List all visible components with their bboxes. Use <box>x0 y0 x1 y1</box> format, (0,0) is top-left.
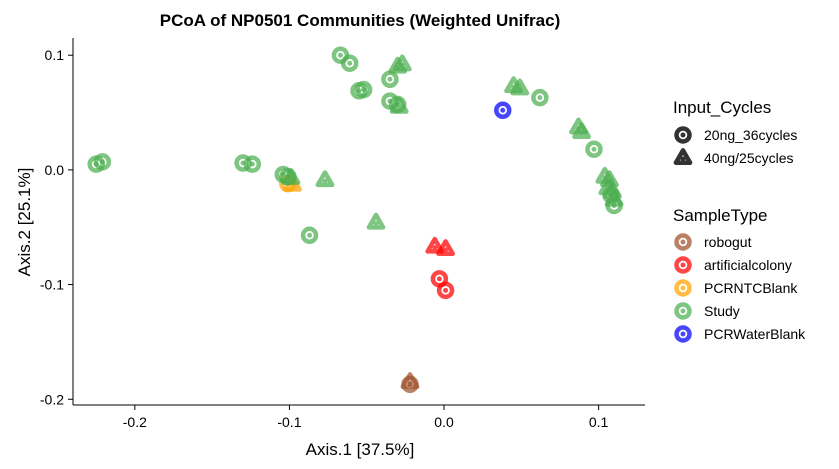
shape-legend-title: Input_Cycles <box>673 98 771 117</box>
x-tick-label: 0.1 <box>589 414 609 430</box>
y-tick-label: -0.1 <box>40 277 64 293</box>
x-axis-title: Axis.1 [37.5%] <box>306 440 415 459</box>
plot-area: -0.2 -0.1 0.0 0.1 -0.2 -0.1 0.0 0.1 <box>40 38 645 430</box>
color-legend-items: robogut artificialcolony PCRNTCBlank Study P… <box>674 233 806 343</box>
data-point-artificialcolony-triangle <box>425 236 445 254</box>
data-point-study-triangle <box>366 212 386 230</box>
color-legend-label: artificialcolony <box>704 257 792 273</box>
color-legend-key <box>674 233 692 251</box>
data-point-study-triangle <box>315 170 335 188</box>
x-tick-label: 0.0 <box>434 414 454 430</box>
data-point-study-triangle <box>572 122 592 139</box>
shape-legend-items: 20ng_36cycles 40ng/25cycles <box>673 126 797 166</box>
data-point-study-circle <box>93 153 112 171</box>
data-point-study-circle <box>531 88 549 107</box>
data-point-artificialcolony-triangle <box>436 239 455 256</box>
data-point-study-circle <box>340 54 359 72</box>
color-legend-key <box>674 279 692 297</box>
x-tick-label: -0.1 <box>277 414 301 430</box>
data-point-robogut-triangle <box>400 372 420 390</box>
data-point-study-triangle <box>389 96 409 114</box>
color-legend-label: PCRNTCBlank <box>704 280 798 296</box>
points-layer <box>87 46 624 394</box>
color-legend-title: SampleType <box>673 206 768 225</box>
data-point-study-triangle <box>281 168 301 185</box>
data-point-study-circle <box>585 140 603 158</box>
color-legend-label: robogut <box>704 234 752 250</box>
color-legend-key <box>674 325 692 343</box>
data-point-study-triangle <box>392 54 412 72</box>
data-point-study-circle <box>381 70 399 89</box>
y-ticks: -0.2 -0.1 0.0 0.1 <box>40 47 73 407</box>
x-ticks: -0.2 -0.1 0.0 0.1 <box>123 405 609 430</box>
color-legend-label: PCRWaterBlank <box>704 326 806 342</box>
y-tick-label: 0.1 <box>45 47 65 63</box>
chart-title: PCoA of NP0501 Communities (Weighted Uni… <box>160 11 561 30</box>
data-point-study-triangle <box>604 189 624 207</box>
y-tick-label: 0.0 <box>45 162 65 178</box>
shape-legend-key-triangle <box>673 148 693 165</box>
shape-legend-key-circle <box>674 126 692 144</box>
legend: Input_Cycles 20ng_36cycles40ng/25cycles … <box>673 98 806 343</box>
y-tick-label: -0.2 <box>40 391 64 407</box>
data-point-artificialcolony-circle <box>436 281 455 300</box>
x-tick-label: -0.2 <box>123 414 147 430</box>
color-legend-key <box>674 302 692 320</box>
data-point-study-circle <box>300 226 319 245</box>
shape-legend-label: 20ng_36cycles <box>704 127 797 143</box>
color-legend-label: Study <box>704 303 740 319</box>
shape-legend-label: 40ng/25cycles <box>704 150 794 166</box>
data-point-study-triangle <box>510 78 530 96</box>
data-point-study-circle <box>354 80 373 99</box>
y-axis-title: Axis.2 [25.1%] <box>15 168 34 277</box>
data-point-study-circle <box>243 155 262 173</box>
data-point-pcrwaterblank-circle <box>494 101 512 120</box>
color-legend-key <box>674 256 692 274</box>
